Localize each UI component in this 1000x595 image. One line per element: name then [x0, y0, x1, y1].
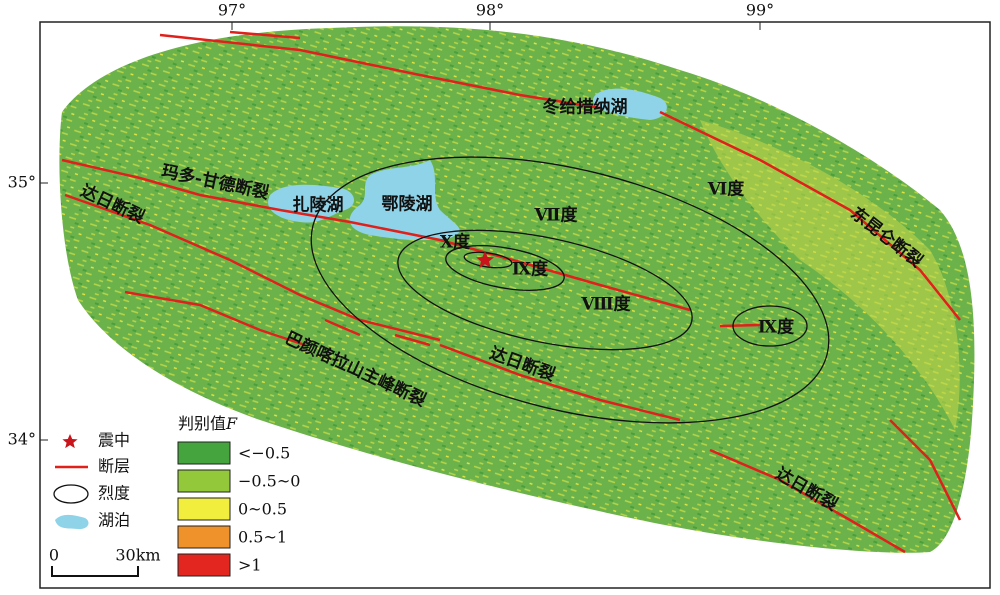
faults [61, 30, 962, 554]
x-tick-label: 97° [218, 1, 246, 20]
legend-swatch [177, 469, 231, 493]
ticks: 97° 98° 99° 35° 34° [8, 1, 775, 449]
x-tick-label: 98° [476, 1, 504, 20]
fault [709, 448, 906, 554]
legend-label: 断层 [98, 457, 130, 476]
symbol-legend: 震中 断层 烈度 湖泊 [53, 431, 130, 530]
isoseismal [732, 305, 808, 347]
lake [349, 160, 460, 241]
legend-swatch [177, 441, 231, 465]
intensity-label: Ⅹ度 [440, 232, 471, 253]
x-tick-label: 99° [746, 1, 774, 20]
scale-label: 0 [49, 546, 59, 565]
y-tick-label: 35° [8, 173, 36, 192]
legend-class-label: >1 [238, 556, 262, 575]
legend-swatch [177, 525, 231, 549]
legend-class-label: −0.5~0 [238, 472, 300, 491]
isoseismals [310, 156, 830, 424]
fault [719, 323, 761, 328]
isoseismal [463, 251, 513, 269]
legend-swatch [177, 497, 231, 521]
isoseismal [310, 156, 830, 424]
isoseismal [445, 245, 565, 291]
class-legend: 判别值F <−0.5 −0.5~0 0~0.5 0.5~1 >1 [177, 414, 300, 577]
lake-label: 扎陵湖 [293, 195, 344, 216]
scale-line [51, 566, 139, 577]
legend-lake [55, 514, 89, 530]
scale-bar: 0 30km [49, 546, 161, 577]
epicenter [476, 251, 494, 268]
legend-title-text: 判别值 [178, 414, 226, 433]
legend-isoseismal [53, 484, 89, 504]
lake-label: 鄂陵湖 [382, 194, 433, 215]
legend-class-label: 0.5~1 [238, 528, 287, 547]
lakes [268, 88, 667, 241]
legend-title: 判别值F [178, 414, 238, 433]
legend-epicenter [62, 434, 78, 449]
intensity-label: Ⅷ度 [580, 294, 631, 315]
legend-label: 湖泊 [98, 511, 130, 530]
lake [592, 88, 667, 120]
legend-variable: F [225, 414, 238, 433]
legend-class-label: 0~0.5 [238, 500, 287, 519]
intensity-label: Ⅸ度 [758, 317, 795, 338]
y-tick-label: 34° [8, 430, 36, 449]
legend-swatch [177, 553, 231, 577]
intensity-label: Ⅵ度 [707, 179, 746, 200]
scale-label: 30km [115, 546, 160, 565]
fault [889, 419, 962, 521]
fault [64, 193, 441, 342]
isoseismal [397, 229, 693, 351]
legend-label: 震中 [98, 431, 130, 450]
fault [439, 343, 681, 422]
fault [124, 290, 431, 347]
legend-class-label: <−0.5 [238, 444, 290, 463]
intensity-label: Ⅶ度 [534, 205, 579, 226]
legend-label: 烈度 [98, 484, 130, 503]
texture-patch [700, 120, 960, 430]
fault [61, 158, 691, 312]
fault [659, 110, 961, 321]
lake-label: 冬给措纳湖 [543, 97, 628, 118]
intensity-label: Ⅸ度 [512, 259, 549, 280]
fault [159, 30, 601, 110]
